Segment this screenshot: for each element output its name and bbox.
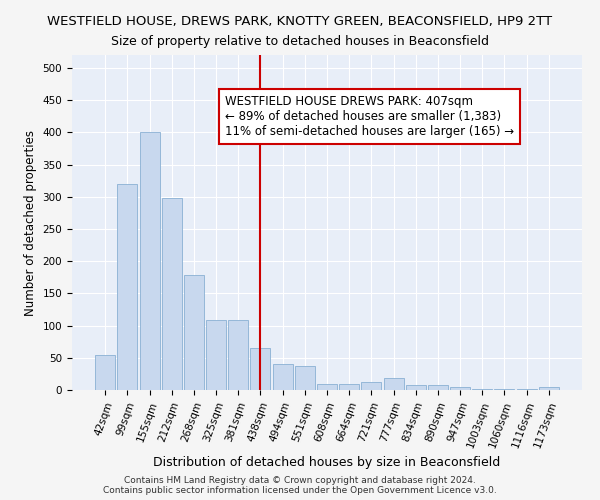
Bar [295, 366, 315, 390]
Bar [406, 385, 426, 390]
Bar [317, 384, 337, 390]
Bar [361, 382, 382, 390]
Bar [517, 388, 536, 390]
Text: WESTFIELD HOUSE DREWS PARK: 407sqm
← 89% of detached houses are smaller (1,383)
: WESTFIELD HOUSE DREWS PARK: 407sqm ← 89%… [225, 95, 514, 138]
Bar [162, 198, 182, 390]
Bar [95, 354, 115, 390]
Bar [450, 387, 470, 390]
X-axis label: Distribution of detached houses by size in Beaconsfield: Distribution of detached houses by size … [154, 456, 500, 469]
Text: WESTFIELD HOUSE, DREWS PARK, KNOTTY GREEN, BEACONSFIELD, HP9 2TT: WESTFIELD HOUSE, DREWS PARK, KNOTTY GREE… [47, 15, 553, 28]
Bar [339, 384, 359, 390]
Bar [428, 385, 448, 390]
Bar [118, 184, 137, 390]
Bar [206, 320, 226, 390]
Bar [383, 378, 404, 390]
Bar [184, 276, 204, 390]
Bar [228, 320, 248, 390]
Text: Size of property relative to detached houses in Beaconsfield: Size of property relative to detached ho… [111, 35, 489, 48]
Bar [140, 132, 160, 390]
Bar [539, 387, 559, 390]
Bar [494, 388, 514, 390]
Text: Contains HM Land Registry data © Crown copyright and database right 2024.
Contai: Contains HM Land Registry data © Crown c… [103, 476, 497, 495]
Bar [472, 388, 492, 390]
Y-axis label: Number of detached properties: Number of detached properties [24, 130, 37, 316]
Bar [272, 364, 293, 390]
Bar [250, 348, 271, 390]
